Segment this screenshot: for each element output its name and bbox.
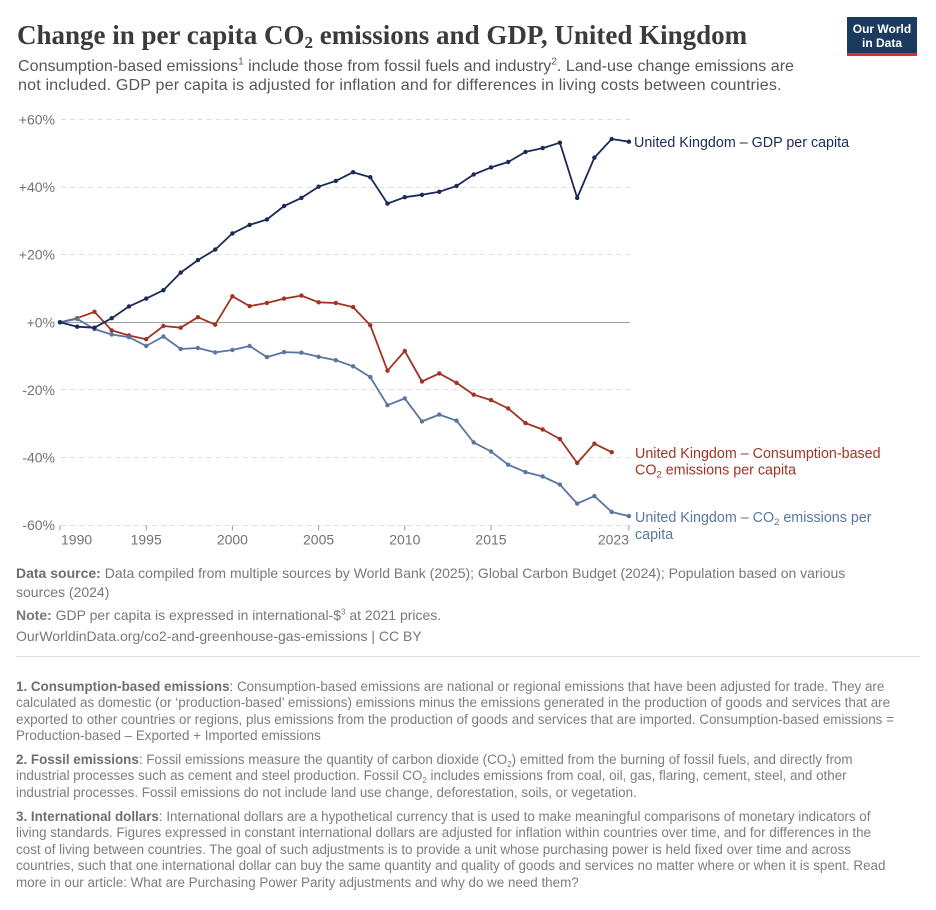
svg-text:-20%: -20% (22, 382, 55, 398)
svg-text:-40%: -40% (22, 450, 55, 466)
svg-text:United Kingdom – GDP per capit: United Kingdom – GDP per capita (634, 135, 849, 151)
svg-text:1990: 1990 (61, 532, 92, 548)
svg-text:1995: 1995 (131, 532, 162, 548)
svg-text:-60%: -60% (22, 517, 55, 533)
svg-text:2005: 2005 (303, 532, 334, 548)
svg-text:+40%: +40% (19, 179, 55, 195)
svg-text:CO2 emissions per capita: CO2 emissions per capita (635, 463, 796, 481)
svg-text:+60%: +60% (19, 111, 55, 127)
svg-text:capita: capita (635, 527, 673, 543)
svg-text:2000: 2000 (217, 532, 248, 548)
svg-text:+0%: +0% (27, 314, 55, 330)
svg-text:2023: 2023 (598, 532, 629, 548)
svg-text:United Kingdom – CO2 emissions: United Kingdom – CO2 emissions per (635, 510, 872, 528)
svg-text:United Kingdom – Consumption-b: United Kingdom – Consumption-based (635, 446, 881, 462)
svg-text:2010: 2010 (389, 532, 420, 548)
svg-text:2015: 2015 (475, 532, 506, 548)
svg-text:+20%: +20% (19, 247, 55, 263)
